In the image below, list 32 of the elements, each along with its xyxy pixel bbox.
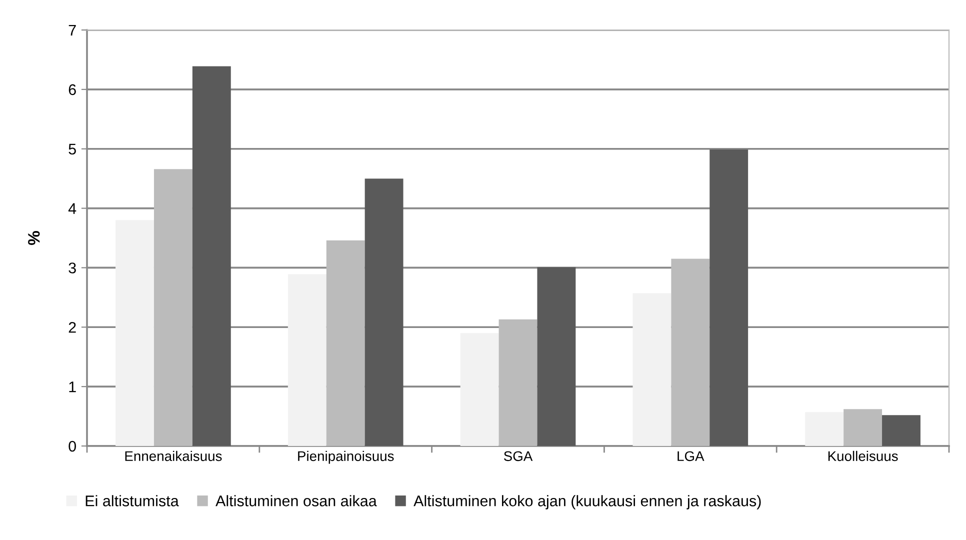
bar bbox=[288, 274, 326, 446]
y-tick-label: 3 bbox=[68, 262, 76, 274]
bar bbox=[154, 169, 192, 446]
x-tick-label: SGA bbox=[504, 451, 533, 462]
y-axis-title: % bbox=[28, 231, 40, 245]
bar bbox=[710, 149, 748, 446]
y-tick-label: 4 bbox=[68, 203, 76, 214]
bar bbox=[364, 178, 404, 446]
bar bbox=[882, 415, 920, 446]
x-tick-label: Ennenaikaisuus bbox=[125, 450, 222, 462]
x-tick-label: Pienipainoisuus bbox=[298, 450, 394, 464]
x-tick-label: LGA bbox=[678, 451, 704, 462]
bar bbox=[844, 409, 882, 446]
y-tick-label: 0 bbox=[68, 440, 76, 452]
y-tick-label: 2 bbox=[68, 322, 76, 333]
bar bbox=[116, 220, 154, 446]
bar bbox=[460, 333, 499, 446]
x-tick-label: Kuolleisuus bbox=[828, 450, 898, 462]
legend-label: Altistuminen koko ajan (kuukausi ennen ja raskaus) bbox=[414, 495, 761, 510]
legend-label: Altistuminen osan aikaa bbox=[216, 495, 377, 506]
bar bbox=[326, 240, 365, 446]
y-tick-label: 5 bbox=[68, 144, 76, 155]
bar bbox=[192, 66, 231, 446]
bar bbox=[805, 412, 844, 446]
y-tick-label: 1 bbox=[69, 382, 76, 392]
bar bbox=[632, 293, 672, 446]
bar bbox=[498, 319, 538, 446]
y-tick-label: 6 bbox=[68, 84, 76, 96]
y-tick-label: 7 bbox=[68, 25, 76, 36]
bar bbox=[537, 267, 576, 446]
bar bbox=[671, 258, 710, 446]
legend-label: Ei altistumista bbox=[86, 495, 179, 506]
